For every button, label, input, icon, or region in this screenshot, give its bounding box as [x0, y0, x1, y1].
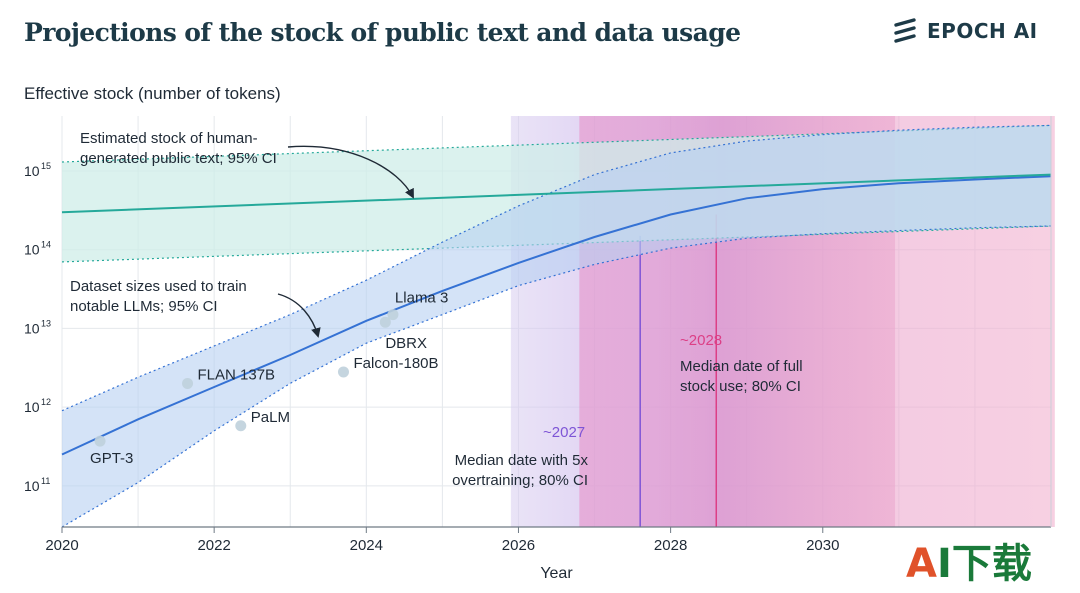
x-tick-label: 2020 [45, 537, 78, 554]
dataset-median-line [61, 175, 1052, 456]
model-point [379, 316, 391, 328]
y-tick-label-base: 10 [24, 478, 40, 494]
model-point-label: GPT-3 [90, 450, 133, 467]
model-point-label: FLAN 137B [198, 366, 276, 383]
x-tick-label: 2030 [806, 537, 839, 554]
y-tick-label-exponent: 12 [41, 397, 51, 407]
stock-annotation-line-1: Estimated stock of human- [80, 130, 258, 147]
logo[interactable]: EPOCH AI [893, 18, 1038, 44]
series-lines [61, 173, 1052, 456]
y-tick-label-exponent: 11 [41, 476, 50, 486]
stock-annotation-arrow [287, 145, 414, 199]
overtrain-desc-line-1: Median date with 5x [455, 452, 589, 469]
model-point [387, 309, 399, 321]
dataset-annotation-line-1: Dataset sizes used to train [70, 278, 247, 295]
stock-median-line [61, 173, 1052, 214]
annotations: Estimated stock of human- generated publ… [70, 130, 803, 489]
logo-text: EPOCH AI [927, 19, 1038, 43]
stock-annotation-line-2: generated public text; 95% CI [80, 150, 277, 167]
model-point [235, 420, 247, 432]
x-tick-label: 2022 [197, 537, 230, 554]
overtrain-desc-line-2: overtraining; 80% CI [452, 472, 588, 489]
dataset-ci-lower [61, 225, 1052, 528]
y-tick-label-exponent: 14 [41, 240, 51, 250]
y-tick-label-base: 10 [24, 320, 40, 336]
model-point [182, 377, 194, 389]
x-axis-label: Year [540, 565, 573, 582]
epoch-stripes-icon [894, 18, 916, 43]
y-tick-label-base: 10 [24, 242, 40, 258]
dataset-annotation-arrow [277, 293, 321, 338]
y-tick-label-base: 10 [24, 399, 40, 415]
y-tick-label-base: 10 [24, 163, 40, 179]
x-tick-label: 2026 [502, 537, 535, 554]
model-point-label: Falcon-180B [353, 355, 438, 372]
watermark-rest: I下载 [936, 541, 1032, 587]
full-year-label: ~2028 [680, 332, 722, 349]
dataset-annotation-line-2: notable LLMs; 95% CI [70, 298, 218, 315]
dataset-ci-band [62, 125, 1051, 528]
full-desc-line-1: Median date of full [680, 358, 803, 375]
dataset-ci-upper [61, 124, 1052, 412]
y-tick-label-exponent: 15 [41, 161, 51, 171]
y-tick-label-exponent: 13 [41, 318, 51, 328]
model-points: GPT-3 FLAN 137B PaLM Falcon-180B DBRX Llama 3 [90, 290, 448, 468]
full-desc-line-2: stock use; 80% CI [680, 378, 801, 395]
watermark: AI下载 [906, 540, 1032, 588]
overtrain-year-label: ~2027 [543, 424, 585, 441]
model-point-label: PaLM [251, 409, 290, 426]
x-tick-label: 2028 [654, 537, 687, 554]
y-axis-label: Effective stock (number of tokens) [24, 84, 281, 103]
page-title: Projections of the stock of public text … [24, 18, 741, 47]
model-point [337, 366, 349, 378]
model-point [94, 435, 106, 447]
model-point-label: DBRX [385, 335, 427, 352]
watermark-a: A [906, 541, 937, 587]
model-point-label: Llama 3 [395, 290, 448, 307]
x-tick-label: 2024 [350, 537, 383, 554]
